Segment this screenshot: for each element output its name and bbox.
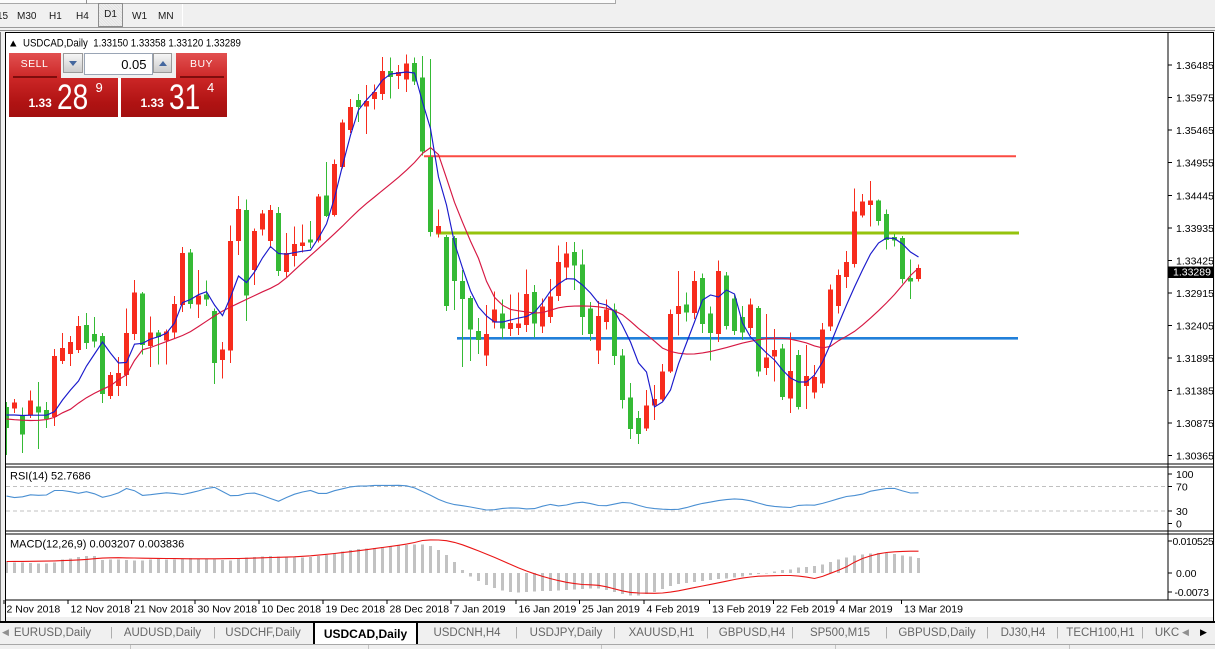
svg-text:1.33289: 1.33289 (1173, 267, 1211, 279)
svg-text:1.36485: 1.36485 (1176, 60, 1214, 72)
svg-text:1.31895: 1.31895 (1176, 353, 1214, 365)
svg-text:2 Nov 2018: 2 Nov 2018 (7, 604, 61, 616)
svg-text:12 Nov 2018: 12 Nov 2018 (71, 604, 131, 616)
svg-text:70: 70 (1176, 482, 1188, 494)
svg-text:16 Jan 2019: 16 Jan 2019 (519, 604, 577, 616)
svg-text:19 Dec 2018: 19 Dec 2018 (326, 604, 386, 616)
svg-text:13 Feb 2019: 13 Feb 2019 (712, 604, 771, 616)
svg-text:1.35465: 1.35465 (1176, 125, 1214, 137)
svg-text:1.33425: 1.33425 (1176, 255, 1214, 267)
svg-text:21 Nov 2018: 21 Nov 2018 (134, 604, 194, 616)
svg-text:1.35975: 1.35975 (1176, 93, 1214, 105)
svg-text:1.32405: 1.32405 (1176, 320, 1214, 332)
svg-text:USDCAD,Daily 1.33150 1.33358: USDCAD,Daily 1.33150 1.33358 1.33120 1.3… (23, 37, 241, 50)
svg-text:25 Jan 2019: 25 Jan 2019 (582, 604, 640, 616)
svg-text:MACD(12,26,9) 0.003207 0.00383: MACD(12,26,9) 0.003207 0.003836 (10, 539, 184, 551)
svg-text:1.34445: 1.34445 (1176, 190, 1214, 202)
svg-text:7 Jan 2019: 7 Jan 2019 (454, 604, 506, 616)
svg-text:28 Dec 2018: 28 Dec 2018 (390, 604, 450, 616)
svg-text:4 Mar 2019: 4 Mar 2019 (840, 604, 893, 616)
svg-text:100: 100 (1176, 469, 1194, 481)
svg-text:1.34955: 1.34955 (1176, 158, 1214, 170)
svg-text:0: 0 (1176, 519, 1182, 531)
svg-text:30: 30 (1176, 506, 1188, 518)
svg-text:4 Feb 2019: 4 Feb 2019 (647, 604, 700, 616)
svg-text:1.30875: 1.30875 (1176, 418, 1214, 430)
svg-text:1.30365: 1.30365 (1176, 451, 1214, 463)
svg-text:10 Dec 2018: 10 Dec 2018 (262, 604, 322, 616)
svg-text:0.00: 0.00 (1176, 568, 1197, 580)
svg-text:1.32915: 1.32915 (1176, 288, 1214, 300)
svg-text:13 Mar 2019: 13 Mar 2019 (904, 604, 963, 616)
svg-text:1.33935: 1.33935 (1176, 223, 1214, 235)
svg-text:22 Feb 2019: 22 Feb 2019 (776, 604, 835, 616)
svg-text:1.31385: 1.31385 (1176, 386, 1214, 398)
svg-text:-0.0073: -0.0073 (1175, 587, 1210, 599)
svg-text:30 Nov 2018: 30 Nov 2018 (198, 604, 258, 616)
svg-text:0.010525: 0.010525 (1173, 536, 1215, 548)
svg-text:RSI(14) 52.7686: RSI(14) 52.7686 (10, 471, 91, 483)
